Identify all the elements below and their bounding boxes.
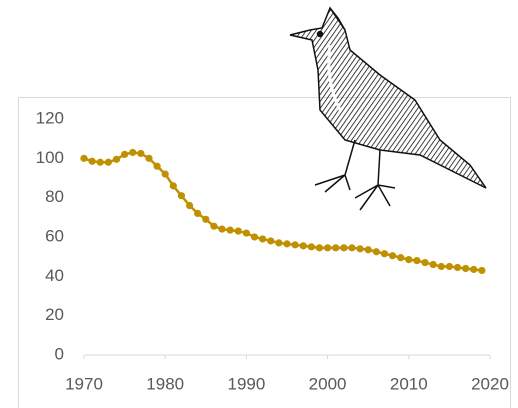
x-tick-label: 1970 [65, 374, 103, 393]
x-tick-label: 2000 [309, 374, 347, 393]
data-point [405, 256, 413, 264]
data-point [218, 225, 226, 233]
data-point [332, 244, 340, 252]
data-point [315, 244, 324, 252]
data-point [80, 154, 88, 162]
x-tick-label: 2010 [390, 374, 428, 393]
data-point [161, 170, 169, 178]
data-point [429, 260, 437, 269]
data-line [83, 151, 483, 272]
data-point [340, 244, 348, 252]
data-point [445, 262, 453, 271]
data-point [137, 149, 145, 158]
data-point [421, 258, 429, 267]
y-tick-label: 80 [45, 187, 64, 206]
data-point [242, 229, 250, 237]
data-point [259, 235, 267, 243]
data-point [372, 248, 380, 256]
data-point [202, 215, 210, 223]
data-point [104, 158, 112, 166]
y-tick-label: 100 [36, 148, 64, 167]
data-point [226, 226, 234, 234]
bird-illustration [289, 6, 487, 211]
data-point [129, 148, 137, 157]
data-point [397, 254, 405, 262]
data-point [388, 252, 397, 260]
data-point [470, 265, 478, 274]
data-point [96, 158, 104, 166]
y-tick-label: 60 [45, 226, 64, 245]
data-point [413, 257, 421, 265]
y-tick-label: 120 [36, 108, 64, 127]
y-tick-label: 40 [45, 266, 64, 285]
data-point [267, 237, 275, 245]
y-tick-label: 20 [45, 305, 64, 324]
data-point [88, 157, 96, 165]
data-point [145, 154, 153, 162]
data-point [291, 241, 299, 249]
data-point [348, 244, 356, 252]
data-point [275, 239, 283, 247]
data-point [185, 201, 194, 210]
data-point [121, 150, 129, 158]
data-point [234, 227, 242, 235]
data-point [250, 233, 259, 241]
data-point [194, 209, 202, 217]
data-point [153, 162, 161, 170]
data-point [462, 264, 470, 273]
x-tick-label: 2020 [471, 374, 509, 393]
data-point [283, 240, 291, 248]
y-tick-label: 0 [55, 344, 64, 363]
data-point [478, 266, 486, 275]
data-point [307, 243, 315, 251]
x-tick-label: 1990 [227, 374, 265, 393]
data-point [380, 250, 389, 258]
data-point [299, 242, 307, 250]
data-point [210, 222, 218, 230]
data-point [364, 246, 372, 254]
data-point [177, 192, 186, 200]
data-point [437, 262, 445, 271]
data-point [324, 244, 332, 252]
data-point [112, 155, 121, 163]
chart-border [18, 97, 511, 408]
data-point [453, 263, 462, 272]
x-tick-label: 1980 [146, 374, 184, 393]
data-point [356, 245, 364, 253]
data-point [169, 182, 177, 190]
